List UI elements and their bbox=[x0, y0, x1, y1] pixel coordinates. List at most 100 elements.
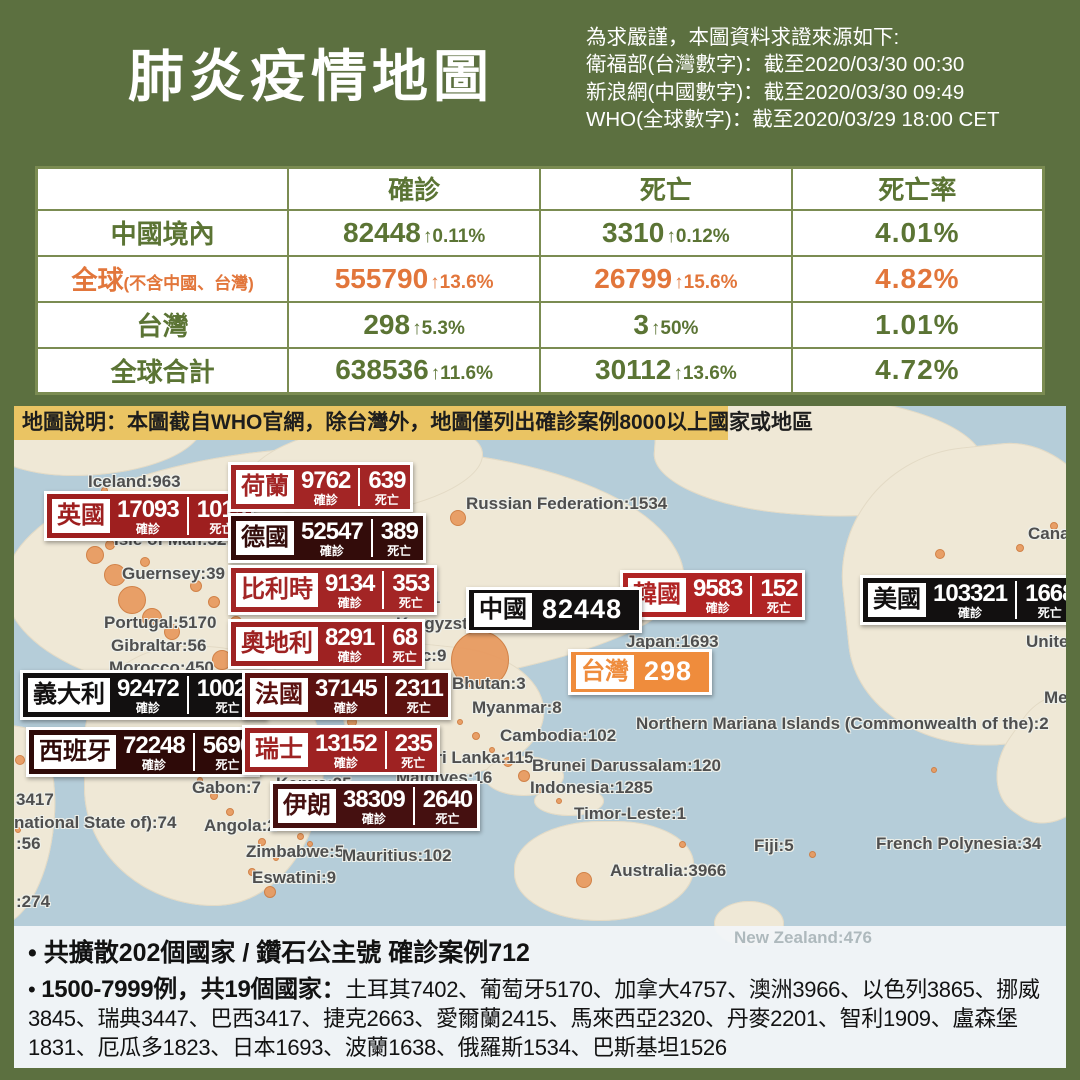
confirmed-value: 555790 bbox=[334, 262, 429, 294]
map-country-label: Indonesia:1285 bbox=[530, 778, 653, 797]
map-country-label: Cana bbox=[1028, 524, 1066, 543]
page-title: 肺炎疫情地圖 bbox=[128, 45, 494, 108]
header-deaths: 死亡 bbox=[539, 166, 793, 211]
case-bubble bbox=[273, 855, 279, 861]
case-bubble bbox=[140, 557, 150, 567]
case-bubble bbox=[226, 808, 234, 816]
case-bubble bbox=[164, 624, 180, 640]
confirmed-stat: 8291 確診 bbox=[325, 624, 375, 665]
map-note-banner: 地圖說明：本圖截自WHO官網，除台灣外，地圖僅列出確診案例8000以上國家或地區 bbox=[14, 406, 813, 440]
map-country-label: Cambodia:102 bbox=[500, 726, 617, 745]
stat-box-usa: 美國103321確診1668死亡 bbox=[860, 575, 1066, 626]
table-row-china: 中國境內 82448 ↑0.11% 3310 ↑0.12% 4.01% bbox=[35, 208, 1045, 257]
country-name: 德國 bbox=[236, 521, 294, 555]
summary-line-2-prefix: 1500-7999例，共19個國家： bbox=[41, 976, 346, 1003]
summary-line-2-list: 土耳其7402、葡萄牙5170、加拿大4757、澳洲3966、以色列3865、挪… bbox=[28, 977, 1040, 1060]
map-country-label: Angola:2 bbox=[204, 816, 277, 835]
source-taiwan: 衛福部(台灣數字)：截至2020/03/30 00:30 bbox=[586, 53, 965, 77]
confirmed-stat: 9134 確診 bbox=[325, 570, 375, 611]
case-bubble bbox=[537, 785, 545, 793]
row-label: 全球(不含中國、台灣) bbox=[71, 265, 254, 295]
confirmed-change: ↑13.6% bbox=[430, 271, 494, 293]
deaths-stat: 1668死亡 bbox=[1015, 581, 1066, 620]
map-country-label: :274 bbox=[16, 892, 51, 911]
deaths-stat: 152 死亡 bbox=[750, 576, 798, 615]
case-bubble bbox=[489, 747, 495, 753]
case-bubble bbox=[197, 777, 203, 783]
case-bubble bbox=[86, 546, 104, 564]
deaths-change: ↑13.6% bbox=[673, 363, 737, 385]
country-name: 台灣 bbox=[576, 655, 634, 689]
map-country-label: Gabon:7 bbox=[192, 778, 261, 797]
case-bubble bbox=[556, 798, 562, 804]
map-country-label: Fiji:5 bbox=[754, 836, 794, 855]
case-bubble bbox=[472, 732, 480, 740]
deaths-stat: 68 死亡 bbox=[382, 625, 418, 664]
stat-box-switzerland: 瑞士 13152 確診 235 死亡 bbox=[242, 725, 440, 776]
death-rate-value: 4.72% bbox=[875, 354, 960, 386]
case-bubble bbox=[1050, 522, 1058, 530]
deaths-value: 3310 bbox=[602, 216, 665, 248]
table-row-global-total: 全球合計 638536 ↑11.6% 30112 ↑13.6% 4.72% bbox=[35, 346, 1045, 395]
deaths-stat: 353 死亡 bbox=[382, 571, 430, 610]
country-name: 荷蘭 bbox=[236, 470, 294, 504]
deaths-stat: 389 死亡 bbox=[370, 519, 419, 558]
stat-box-germany: 德國 52547 確診 389 死亡 bbox=[228, 513, 426, 564]
case-bubble bbox=[210, 792, 218, 800]
confirmed-stat: 103321 確診 bbox=[933, 580, 1008, 621]
map-country-label: Sri Lanka:115 bbox=[424, 748, 534, 767]
confirmed-stat: 17093 確診 bbox=[117, 496, 180, 537]
stat-box-spain: 西班牙 72248 確診 5690 死亡 bbox=[26, 727, 261, 778]
map-country-label: Australia:3966 bbox=[610, 861, 727, 880]
world-map: 地圖說明：本圖截自WHO官網，除台灣外，地圖僅列出確診案例8000以上國家或地區… bbox=[14, 406, 1066, 1068]
case-bubble bbox=[190, 580, 202, 592]
map-country-label: Mexic bbox=[1044, 688, 1066, 707]
country-name: 義大利 bbox=[28, 678, 110, 712]
confirmed-value: 298 bbox=[363, 308, 411, 340]
deaths-value: 30112 bbox=[595, 354, 672, 386]
map-country-label: 3417 bbox=[16, 790, 54, 809]
map-country-label: Northern Mariana Islands (Commonwealth o… bbox=[636, 714, 1049, 733]
summary-line-2: • 1500-7999例，共19個國家：土耳其7402、葡萄牙5170、加拿大4… bbox=[28, 976, 1040, 1060]
case-bubble bbox=[518, 770, 530, 782]
row-label: 中國境內 bbox=[110, 219, 215, 249]
deaths-stat: 235 死亡 bbox=[384, 731, 433, 770]
confirmed-stat: 9583 確診 bbox=[693, 575, 743, 616]
confirmed-stat: 52547 確診 bbox=[301, 518, 364, 559]
case-bubble bbox=[296, 832, 304, 840]
confirmed-value: 638536 bbox=[335, 354, 429, 386]
stat-box-taiwan: 台灣 298 bbox=[568, 649, 713, 695]
map-country-label: Brunei Darussalam:120 bbox=[532, 756, 721, 775]
map-country-label: Bhutan:3 bbox=[452, 674, 526, 693]
case-bubble bbox=[576, 872, 592, 888]
source-intro: 為求嚴謹，本圖資料求證來源如下: bbox=[586, 26, 900, 49]
header-death-rate: 死亡率 bbox=[790, 166, 1045, 211]
source-china: 新浪網(中國數字)：截至2020/03/30 09:49 bbox=[586, 80, 965, 104]
country-name: 法國 bbox=[250, 678, 308, 712]
stats-table: 確診 死亡 死亡率 中國境內 82448 ↑0.11% 3310 ↑0.12% 4.… bbox=[35, 166, 1045, 395]
case-bubble bbox=[258, 838, 266, 846]
landmass-new-guinea bbox=[534, 786, 604, 816]
confirmed-value: 82448 bbox=[343, 216, 421, 248]
confirmed-count: 298 bbox=[644, 656, 693, 687]
case-bubble bbox=[935, 549, 945, 559]
table-row-taiwan: 台灣 298 ↑5.3% 3 ↑50% 1.01% bbox=[35, 300, 1045, 349]
country-name: 瑞士 bbox=[250, 733, 308, 767]
case-bubble bbox=[931, 767, 937, 773]
map-country-label: Myanmar:8 bbox=[472, 698, 562, 717]
death-rate-value: 4.01% bbox=[875, 216, 960, 248]
case-bubble bbox=[503, 757, 513, 767]
map-country-label: Timor-Leste:1 bbox=[574, 804, 687, 823]
case-bubble bbox=[678, 840, 686, 848]
case-bubble bbox=[450, 510, 466, 526]
map-country-label: :56 bbox=[16, 834, 41, 853]
stat-box-france: 法國 37145 確診 2311 死亡 bbox=[242, 670, 451, 721]
map-country-label: Portugal:5170 bbox=[104, 613, 217, 632]
confirmed-stat: 38309 確診 bbox=[343, 786, 406, 827]
death-rate-value: 4.82% bbox=[875, 262, 960, 294]
country-name: 奧地利 bbox=[236, 627, 318, 661]
case-bubble bbox=[118, 586, 146, 614]
stat-box-korea: 韓國 9583 確診 152 死亡 bbox=[620, 570, 806, 621]
deaths-stat: 2311 死亡 bbox=[384, 676, 444, 715]
confirmed-stat: 37145 確診 bbox=[315, 675, 378, 716]
